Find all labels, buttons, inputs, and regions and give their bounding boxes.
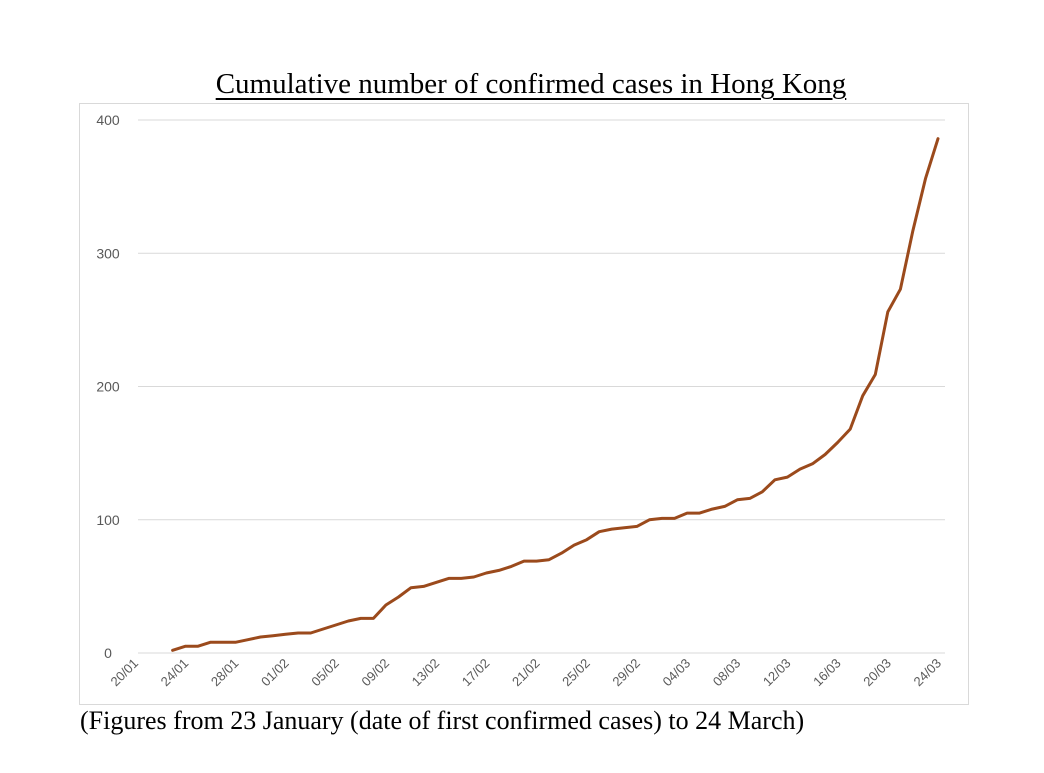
x-tick-label: 24/03 [911, 656, 945, 690]
gridlines [138, 119, 945, 654]
x-tick-label: 20/03 [860, 656, 894, 690]
x-tick-label: 29/02 [609, 656, 643, 690]
x-tick-label: 24/01 [158, 656, 192, 690]
chart-title: Cumulative number of confirmed cases in … [215, 68, 847, 100]
x-tick-label: 16/03 [810, 656, 844, 690]
y-tick-label: 300 [96, 245, 120, 261]
series-layer [171, 137, 940, 652]
x-tick-label: 20/01 [108, 656, 142, 690]
x-tick-label: 08/03 [710, 656, 744, 690]
x-tick-label: 01/02 [258, 656, 292, 690]
y-tick-label: 0 [104, 645, 112, 661]
chart-frame [79, 103, 969, 705]
series-line [171, 137, 940, 652]
x-tick-label: 28/01 [208, 656, 242, 690]
x-tick-label: 04/03 [660, 656, 694, 690]
footnote: (Figures from 23 January (date of first … [80, 706, 805, 735]
x-tick-label: 25/02 [559, 656, 593, 690]
x-tick-label: 17/02 [459, 656, 493, 690]
x-tick-label: 12/03 [760, 656, 794, 690]
y-axis-ticks: 0 100 200 300 400 [96, 112, 120, 661]
y-tick-label: 100 [96, 512, 120, 528]
x-tick-label: 05/02 [308, 656, 342, 690]
y-tick-label: 200 [96, 379, 120, 395]
x-axis-ticks: 20/01 24/01 28/01 01/02 05/02 09/02 13/02 17/02… [108, 656, 945, 690]
x-tick-label: 09/02 [358, 656, 392, 690]
x-tick-label: 21/02 [509, 656, 543, 690]
x-tick-label: 13/02 [409, 656, 443, 690]
y-tick-label: 400 [96, 112, 120, 128]
